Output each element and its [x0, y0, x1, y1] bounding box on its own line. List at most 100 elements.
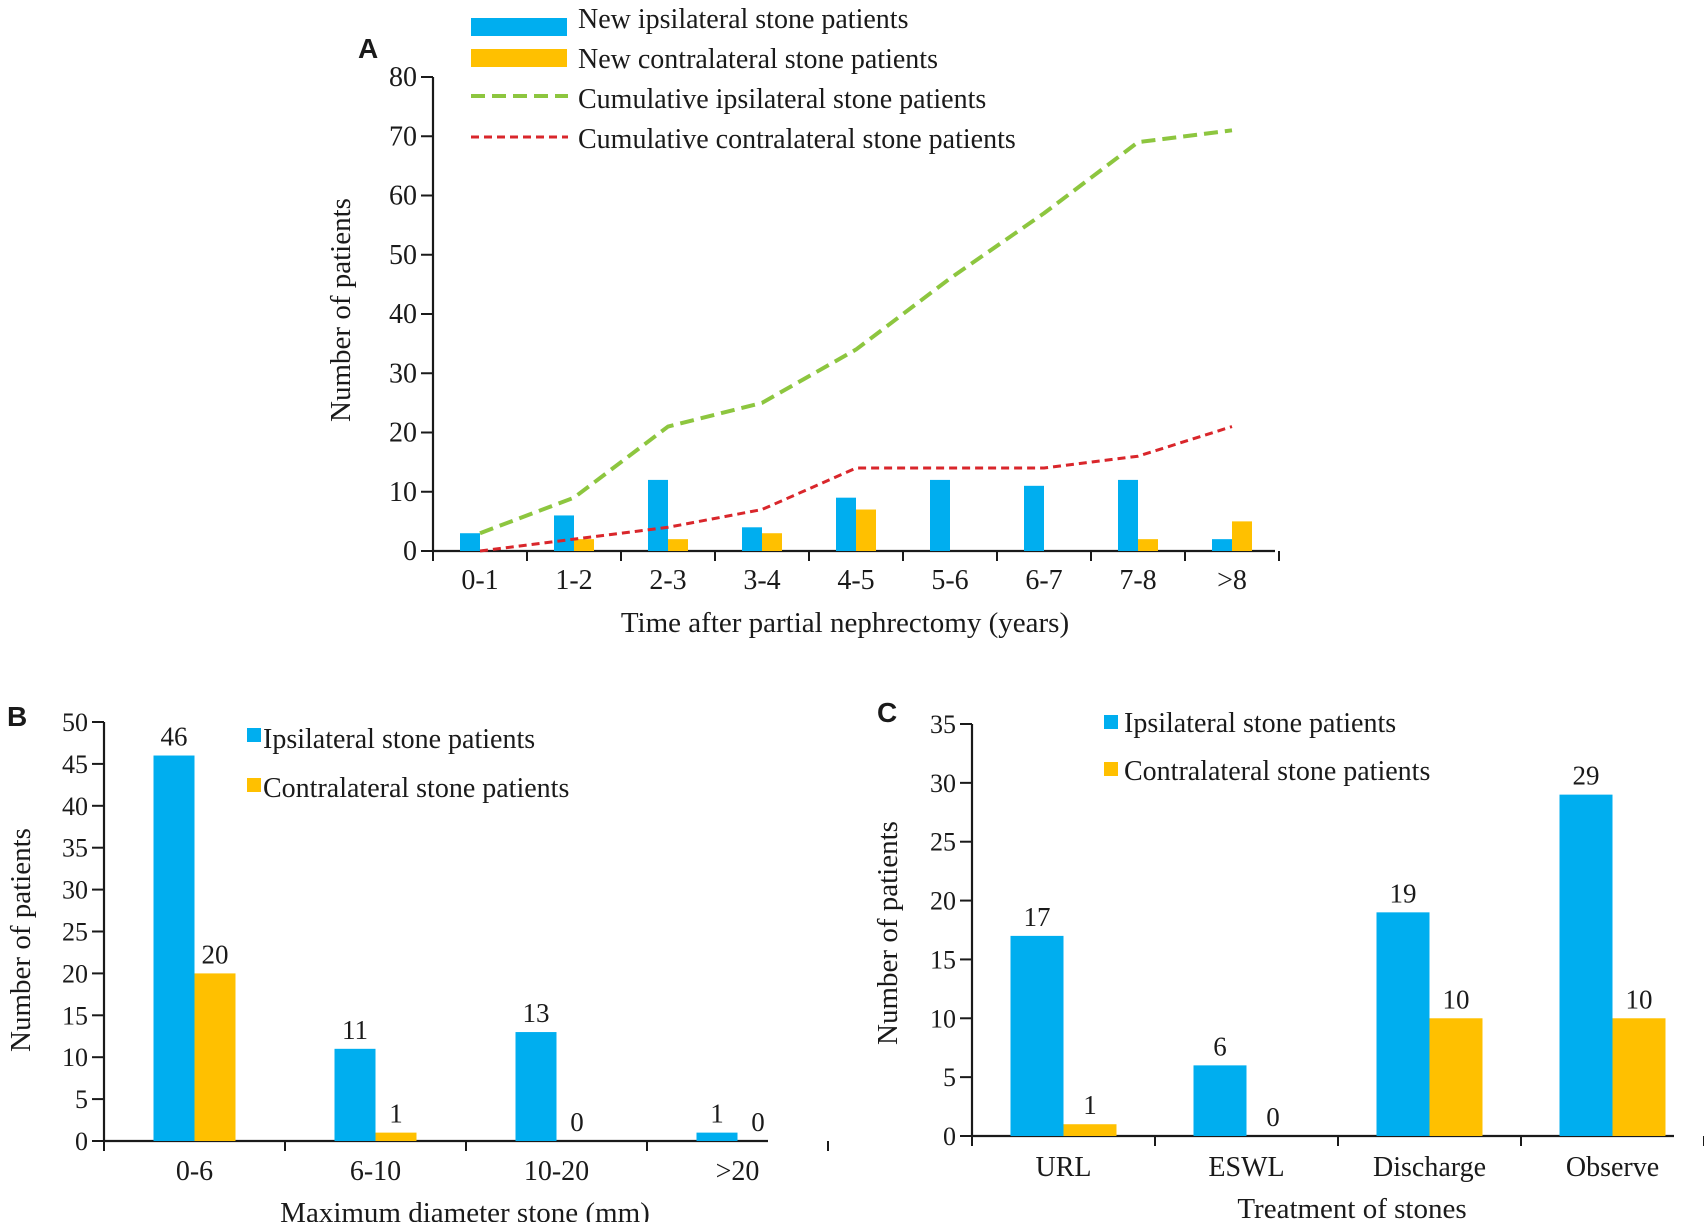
y-tick-label: 0 [403, 536, 417, 567]
bar-ipsilateral [1024, 485, 1044, 551]
bar-contralateral [1063, 1124, 1117, 1136]
y-axis-label: Number of patients [5, 828, 37, 1052]
bar-ipsilateral [742, 527, 762, 551]
legend-swatch [1104, 762, 1118, 776]
legend-entry: Ipsilateral stone patients [1124, 708, 1396, 739]
legend-swatch [471, 49, 567, 67]
y-tick-label: 40 [62, 792, 88, 821]
x-tick-label: 4-5 [837, 565, 874, 596]
legend-entry: New contralateral stone patients [578, 44, 938, 75]
bar-ipsilateral [554, 515, 574, 551]
legend-entry: Contralateral stone patients [263, 773, 569, 804]
x-tick-label: 1-2 [555, 565, 592, 596]
bar-contralateral [1429, 1018, 1483, 1136]
y-tick-label: 40 [389, 299, 417, 330]
legend: Ipsilateral stone patients Contralateral … [247, 724, 569, 804]
x-tick-label: Observe [1566, 1152, 1659, 1183]
x-axis-label: Treatment of stones [1237, 1193, 1466, 1222]
y-tick-label: 20 [62, 959, 88, 988]
legend-entry: Ipsilateral stone patients [263, 724, 535, 755]
bar-ipsilateral [1010, 935, 1064, 1136]
x-axis-label: Time after partial nephrectomy (years) [621, 607, 1069, 639]
data-label: 20 [202, 939, 229, 969]
x-tick-label: 2-3 [649, 565, 686, 596]
data-label: 10 [1626, 984, 1653, 1014]
data-label: 1 [710, 1099, 724, 1129]
x-tick-label: 3-4 [743, 565, 780, 596]
bar-ipsilateral [836, 497, 856, 551]
legend-swatch [471, 18, 567, 36]
y-tick-label: 45 [62, 750, 88, 779]
legend-entry: Contralateral stone patients [1124, 756, 1430, 787]
bar-ipsilateral [334, 1048, 376, 1141]
bar-ipsilateral [1376, 912, 1430, 1136]
panel-a: A 0 10 20 30 40 50 60 70 80 0-1 1-2 2-3 3-4 4-5 5-6 6-7 7… [325, 4, 1280, 639]
data-label: 11 [342, 1015, 368, 1045]
bar-contralateral [762, 533, 782, 551]
y-tick-label: 50 [62, 708, 88, 737]
y-tick-label: 30 [930, 769, 956, 798]
bar-ipsilateral [153, 755, 195, 1141]
panel-letter: A [358, 33, 378, 64]
data-label: 10 [1443, 984, 1470, 1014]
y-tick-label: 10 [62, 1043, 88, 1072]
x-tick-label: 5-6 [931, 565, 968, 596]
bar-ipsilateral [460, 533, 480, 551]
y-tick-label: 35 [62, 834, 88, 863]
x-axis-label: Maximum diameter stone (mm) [280, 1197, 650, 1222]
data-label: 6 [1213, 1031, 1227, 1061]
legend: Ipsilateral stone patients Contralateral … [1104, 708, 1430, 787]
bar-ipsilateral [1118, 479, 1138, 551]
y-tick-label: 30 [389, 358, 417, 389]
legend-swatch [247, 778, 261, 792]
y-axis-label: Number of patients [325, 198, 357, 422]
data-label: 1 [389, 1099, 403, 1129]
x-tick-label: >20 [716, 1156, 760, 1187]
legend-swatch [247, 728, 261, 742]
x-tick-label: Discharge [1373, 1152, 1486, 1183]
bar-ipsilateral [648, 479, 668, 551]
bar-ipsilateral [515, 1032, 557, 1141]
x-tick-label: 7-8 [1119, 565, 1156, 596]
x-tick-label: >8 [1217, 565, 1247, 596]
y-tick-label: 15 [930, 945, 956, 974]
x-tick-label: 0-6 [176, 1156, 213, 1187]
bar-ipsilateral [1559, 794, 1613, 1136]
data-label: 19 [1390, 878, 1417, 908]
x-tick-label: 6-7 [1025, 565, 1062, 596]
y-tick-label: 10 [930, 1004, 956, 1033]
bar-contralateral [856, 509, 876, 551]
y-axis-label: Number of patients [872, 821, 904, 1045]
panel-letter: C [877, 697, 897, 728]
y-tick-label: 15 [62, 1001, 88, 1030]
bar-contralateral [668, 539, 688, 551]
legend-swatch [1104, 715, 1118, 729]
panel-letter: B [7, 701, 27, 732]
data-label: 0 [751, 1107, 765, 1137]
data-label: 1 [1083, 1090, 1097, 1120]
y-tick-label: 80 [389, 62, 417, 93]
legend-entry: New ipsilateral stone patients [578, 4, 908, 35]
y-tick-label: 20 [389, 418, 417, 449]
legend: New ipsilateral stone patients New contra… [471, 4, 1016, 155]
bar-contralateral [375, 1132, 417, 1141]
series-line-cumulative-contralateral [479, 425, 1233, 553]
bar-ipsilateral [1212, 539, 1232, 551]
bar-ipsilateral [930, 479, 950, 551]
x-tick-label: 10-20 [524, 1156, 589, 1187]
y-tick-label: 50 [389, 240, 417, 271]
legend-entry: Cumulative ipsilateral stone patients [578, 84, 986, 115]
bar-contralateral [1612, 1018, 1666, 1136]
y-tick-label: 10 [389, 477, 417, 508]
data-label: 46 [161, 722, 188, 752]
x-tick-label: 6-10 [350, 1156, 401, 1187]
y-tick-label: 0 [943, 1122, 956, 1151]
y-tick-label: 5 [943, 1063, 956, 1092]
data-label: 0 [570, 1107, 584, 1137]
legend-entry: Cumulative contralateral stone patients [578, 124, 1016, 155]
data-label: 0 [1266, 1102, 1280, 1132]
y-tick-label: 0 [75, 1127, 88, 1156]
